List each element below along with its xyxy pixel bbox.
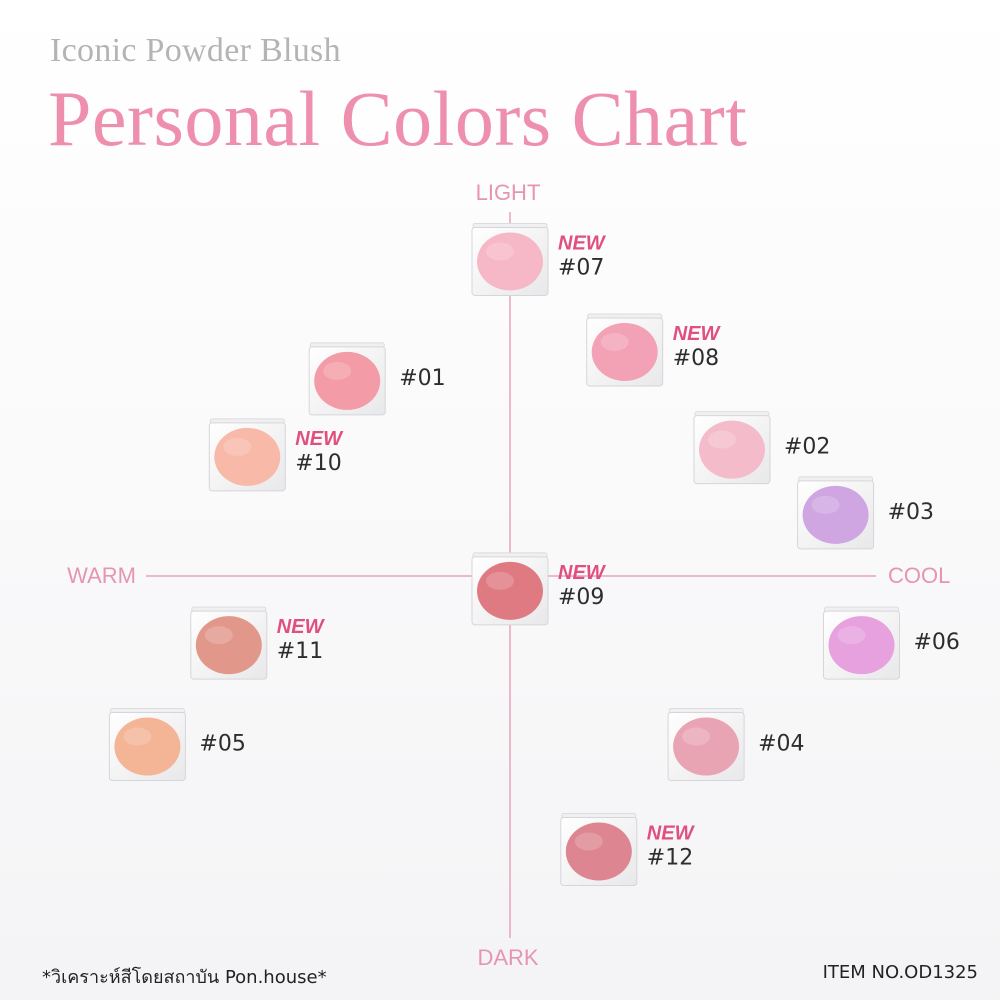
blush-swatch <box>114 718 180 776</box>
new-badge: NEW <box>277 616 326 638</box>
new-badge: NEW <box>558 232 607 254</box>
blush-swatch <box>196 616 262 674</box>
swatch-highlight <box>812 496 840 514</box>
new-badge: NEW <box>647 823 696 845</box>
footnote: *วิเคราะห์สีโดยสถาบัน Pon.house* <box>42 962 327 991</box>
blush-compact: NEW#09 <box>472 553 607 625</box>
blush-compact: #02 <box>694 412 830 484</box>
blush-swatch <box>673 718 739 776</box>
swatch-highlight <box>123 728 151 746</box>
shade-code: #05 <box>199 732 245 757</box>
axis-label-light: LIGHT <box>476 180 541 205</box>
shade-code: #01 <box>399 366 445 391</box>
blush-swatch <box>566 823 632 881</box>
blush-swatch <box>829 616 895 674</box>
blush-swatch <box>592 323 658 381</box>
axis-label-warm: WARM <box>67 563 136 588</box>
swatch-highlight <box>601 333 629 351</box>
blush-compact: #01 <box>309 343 445 415</box>
swatch-highlight <box>682 728 710 746</box>
swatch-highlight <box>223 438 251 456</box>
blush-swatch <box>477 562 543 620</box>
swatch-highlight <box>708 431 736 449</box>
blush-swatch <box>314 352 380 410</box>
shade-code: #03 <box>888 500 934 525</box>
blush-compact: NEW#12 <box>561 814 696 886</box>
swatch-highlight <box>323 362 351 380</box>
swatch-highlight <box>486 242 514 260</box>
item-number: ITEM NO.OD1325 <box>823 962 978 983</box>
blush-compact: NEW#11 <box>191 607 326 679</box>
blush-compact: #04 <box>668 709 804 781</box>
blush-swatch <box>214 428 280 486</box>
blush-compact: NEW#07 <box>472 223 607 295</box>
blush-compact: #03 <box>798 477 934 549</box>
swatch-highlight <box>575 833 603 851</box>
blush-compact: #05 <box>109 709 245 781</box>
swatch-highlight <box>838 626 866 644</box>
new-badge: NEW <box>558 562 607 584</box>
blush-swatch <box>803 486 869 544</box>
blush-swatch <box>477 232 543 290</box>
blush-compact: NEW#10 <box>209 419 344 491</box>
shade-code: #12 <box>647 846 693 871</box>
shade-code: #09 <box>558 585 604 610</box>
shade-code: #08 <box>673 346 719 371</box>
blush-compact: #06 <box>824 607 960 679</box>
new-badge: NEW <box>673 323 722 345</box>
swatch-highlight <box>486 572 514 590</box>
new-badge: NEW <box>295 428 344 450</box>
blush-swatch <box>699 421 765 479</box>
blush-compact: NEW#08 <box>587 314 722 386</box>
shade-code: #10 <box>295 451 341 476</box>
axis-label-dark: DARK <box>477 945 538 970</box>
shade-code: #06 <box>914 630 960 655</box>
shade-code: #07 <box>558 255 604 280</box>
axis-label-cool: COOL <box>888 563 950 588</box>
shade-code: #04 <box>758 732 804 757</box>
shade-code: #11 <box>277 639 323 664</box>
shade-code: #02 <box>784 435 830 460</box>
swatch-highlight <box>205 626 233 644</box>
